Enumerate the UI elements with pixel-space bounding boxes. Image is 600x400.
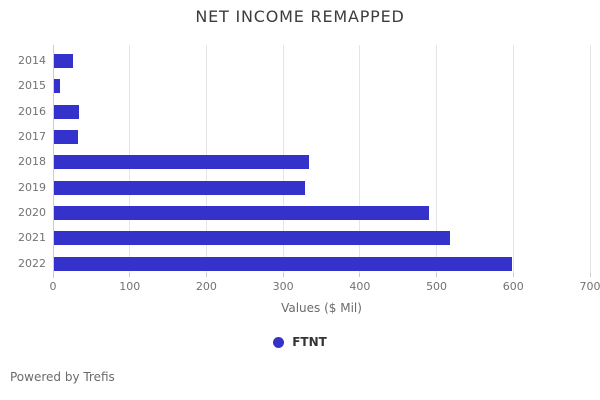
x-tick-label: 100 [119,280,141,293]
y-tick-label: 2020 [18,205,46,219]
powered-by-trefis-link[interactable]: Powered by Trefis [10,370,115,384]
bar-2022[interactable] [54,256,512,271]
bar-2014[interactable] [54,54,74,68]
gridline [359,45,361,273]
x-tick-label: 500 [426,280,448,293]
x-tick-label: 700 [579,280,600,293]
chart-title: NET INCOME REMAPPED [195,7,405,26]
y-tick-label: 2022 [18,256,46,270]
gridline [589,45,591,273]
legend-marker-icon [273,336,285,348]
x-axis-tick [589,273,591,277]
x-axis-tick [52,273,54,277]
y-axis-line [53,45,54,278]
x-tick-label: 0 [49,280,57,293]
y-tick-label: 2018 [18,155,46,169]
x-axis-tick [282,273,284,277]
x-tick-label: 600 [502,280,524,293]
legend-item-label: FTNT [292,335,327,349]
gridline [436,45,438,273]
bar-2018[interactable] [54,155,309,170]
x-tick-label: 200 [195,280,217,293]
y-tick-label: 2016 [18,104,46,118]
legend: FTNT [0,335,600,349]
y-tick-label: 2021 [18,231,46,245]
x-axis-tick [436,273,438,277]
bar-2016[interactable] [54,104,79,119]
legend-item-ftnt[interactable]: FTNT [273,335,327,349]
x-axis-tick [512,273,514,277]
y-tick-label: 2015 [18,79,46,93]
x-axis-tick [129,273,131,277]
bar-2021[interactable] [54,231,450,246]
bar-2015[interactable] [54,79,61,94]
bar-2017[interactable] [54,129,78,144]
x-axis-title: Values ($ Mil) [281,301,362,315]
gridline [512,45,514,273]
bar-2019[interactable] [54,180,305,195]
x-axis-tick [205,273,207,277]
y-tick-label: 2017 [18,129,46,143]
x-axis-tick [359,273,361,277]
plot-area [53,45,591,278]
x-tick-label: 300 [272,280,294,293]
y-tick-label: 2014 [18,54,46,67]
bar-2020[interactable] [54,205,430,220]
x-tick-label: 400 [349,280,371,293]
y-tick-label: 2019 [18,180,46,194]
